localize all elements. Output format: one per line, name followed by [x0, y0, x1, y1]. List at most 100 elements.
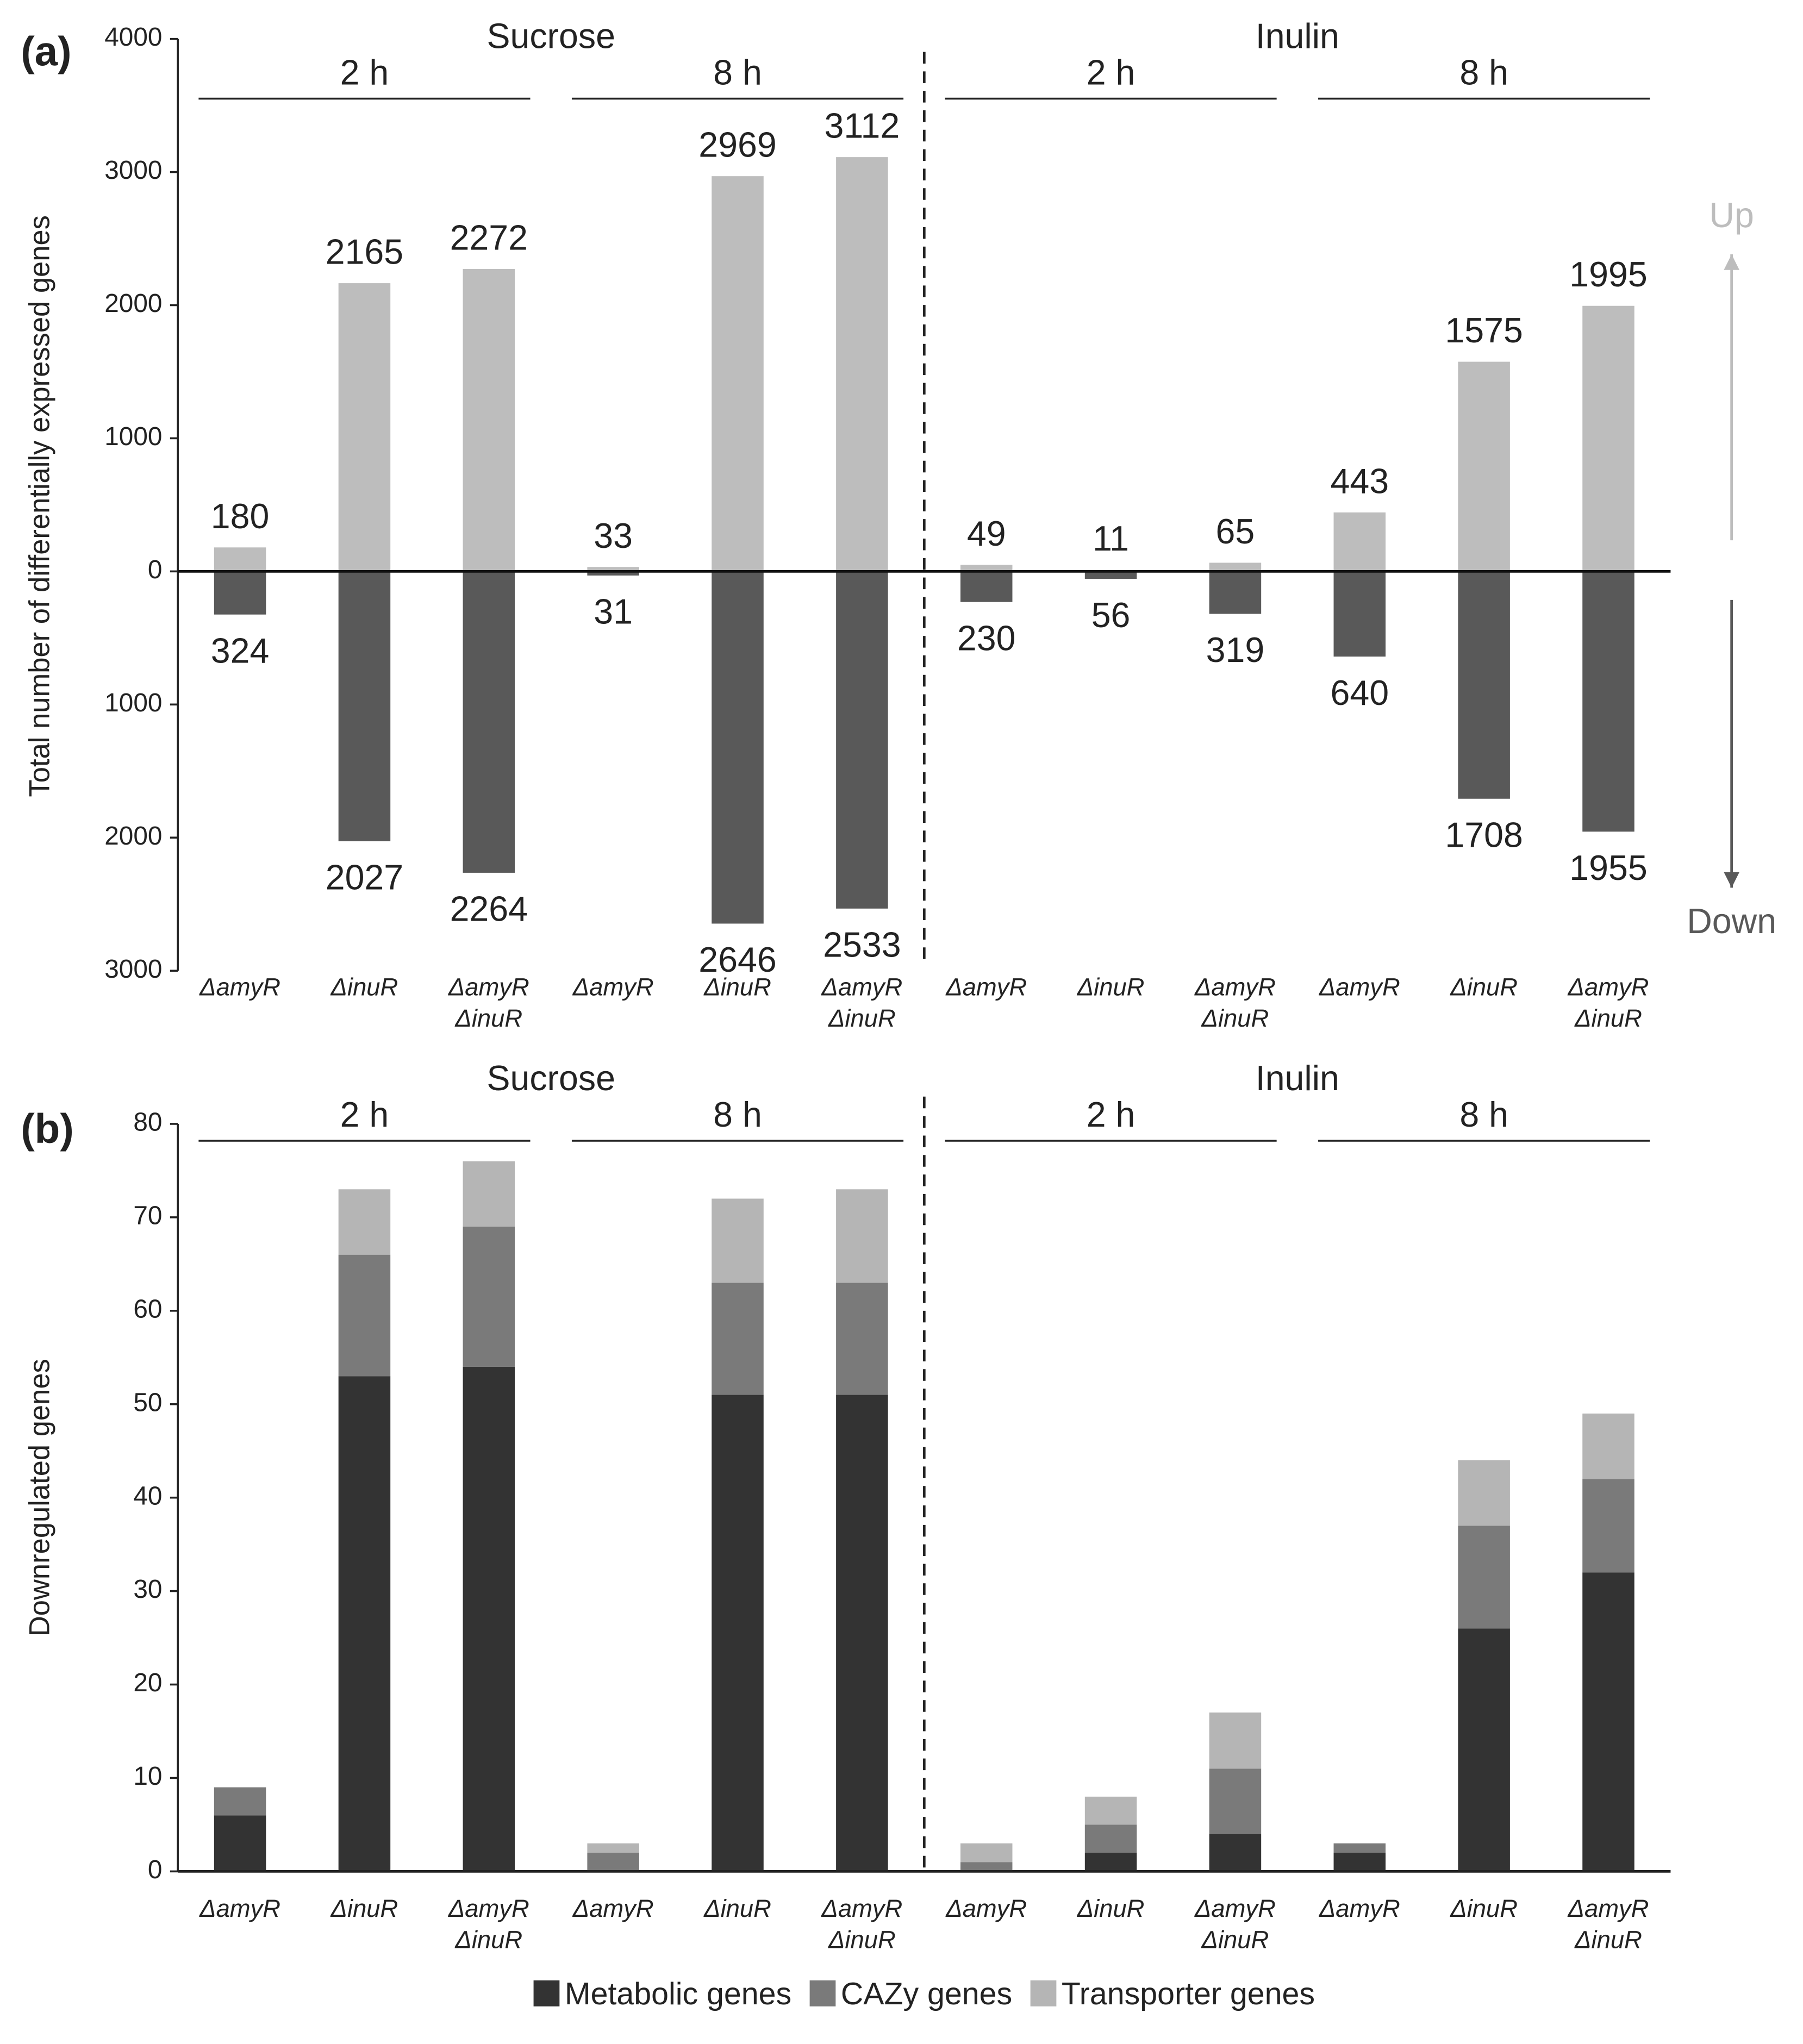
bar [1209, 562, 1262, 572]
bar [960, 565, 1013, 572]
data-label: 2533 [823, 925, 901, 964]
bar [836, 157, 888, 572]
bar-segment [1084, 1853, 1137, 1872]
x-tick-label: ΔamyR [821, 973, 902, 1001]
subgroup-label: 2 h [1087, 53, 1136, 92]
bar-segment [712, 1198, 764, 1283]
bar-segment [1333, 1843, 1386, 1853]
legend-swatch [809, 1980, 836, 2007]
data-label: 2969 [698, 126, 776, 165]
group-label: Sucrose [486, 17, 615, 56]
bar [587, 571, 639, 576]
x-tick-label: ΔamyR [448, 973, 529, 1001]
x-tick-label: ΔamyR [572, 1895, 654, 1922]
y-axis-label: Total number of differentially expressed… [23, 215, 55, 797]
bar-segment [338, 1189, 391, 1255]
bar-segment [1458, 1526, 1510, 1629]
data-label: 33 [594, 516, 633, 555]
data-label: 65 [1216, 512, 1255, 551]
subgroup-label: 8 h [1459, 53, 1508, 92]
x-tick-label: ΔamyR [1319, 973, 1400, 1001]
panel-label: (b) [21, 1105, 74, 1152]
bar-segment [1209, 1712, 1262, 1769]
bar-segment [1084, 1796, 1137, 1825]
legend-arrowhead [1724, 872, 1739, 888]
group-label: Sucrose [486, 1059, 615, 1098]
bar-segment [1582, 1572, 1634, 1872]
x-tick-label: ΔinuR [703, 973, 771, 1001]
data-label: 1708 [1445, 815, 1523, 854]
bar-segment [712, 1395, 764, 1872]
x-tick-label: ΔinuR [330, 1895, 398, 1922]
x-tick-label: ΔinuR [454, 1926, 522, 1953]
y-tick-label: 80 [133, 1108, 162, 1137]
bar [1582, 571, 1634, 832]
bar [338, 283, 391, 572]
data-label: 56 [1091, 596, 1131, 635]
x-tick-label: ΔinuR [1201, 1004, 1269, 1032]
group-label: Inulin [1256, 1059, 1339, 1098]
y-tick-label: 20 [133, 1668, 162, 1697]
x-tick-label: ΔamyR [448, 1895, 529, 1922]
panel-label: (a) [21, 28, 71, 74]
x-tick-label: ΔinuR [703, 1895, 771, 1922]
bar-segment [712, 1283, 764, 1395]
data-label: 2165 [326, 233, 403, 272]
y-tick-label: 1000 [104, 689, 162, 717]
data-label: 230 [957, 618, 1016, 658]
x-tick-label: ΔinuR [1077, 973, 1145, 1001]
subgroup-label: 2 h [340, 53, 389, 92]
y-tick-label: 4000 [104, 23, 162, 52]
y-tick-label: 50 [133, 1388, 162, 1417]
x-tick-label: ΔamyR [1194, 973, 1276, 1001]
bar [587, 567, 639, 572]
x-tick-label: ΔamyR [1568, 1895, 1649, 1922]
y-tick-label: 10 [133, 1762, 162, 1791]
y-tick-label: 40 [133, 1482, 162, 1510]
x-tick-label: ΔinuR [828, 1004, 896, 1032]
bar [1333, 512, 1386, 572]
y-tick-label: 0 [148, 1855, 163, 1884]
y-tick-label: 1000 [104, 422, 162, 451]
data-label: 3112 [825, 107, 900, 146]
bar-segment [1458, 1628, 1510, 1872]
legend-label: Transporter genes [1062, 1977, 1315, 2011]
data-label: 180 [211, 497, 270, 536]
subgroup-label: 2 h [1087, 1095, 1136, 1134]
x-tick-label: ΔinuR [1450, 1895, 1518, 1922]
y-tick-label: 30 [133, 1575, 162, 1604]
bar-segment [960, 1862, 1013, 1872]
x-tick-label: ΔamyR [199, 1895, 280, 1922]
data-label: 1995 [1569, 255, 1647, 294]
bar-segment [338, 1254, 391, 1377]
bar [338, 571, 391, 841]
bar-segment [1209, 1768, 1262, 1834]
bar-segment [960, 1843, 1013, 1862]
data-label: 1575 [1445, 311, 1523, 350]
bar [712, 176, 764, 572]
bar [1333, 571, 1386, 657]
bar-segment [463, 1227, 515, 1367]
x-tick-label: ΔamyR [1568, 973, 1649, 1001]
y-tick-label: 3000 [104, 156, 162, 185]
bar-segment [1209, 1834, 1262, 1872]
bar-segment [1458, 1460, 1510, 1526]
legend-arrowhead [1724, 254, 1739, 270]
bar [214, 547, 266, 572]
data-label: 11 [1093, 519, 1129, 558]
y-tick-label: 3000 [104, 955, 162, 984]
bar [1458, 571, 1510, 799]
legend-label: Up [1709, 196, 1754, 235]
data-label: 2272 [450, 218, 528, 257]
x-tick-label: ΔamyR [1194, 1895, 1276, 1922]
x-tick-label: ΔinuR [330, 973, 398, 1001]
y-tick-label: 70 [133, 1201, 162, 1230]
bar [214, 571, 266, 615]
bar-segment [836, 1189, 888, 1283]
bar [463, 571, 515, 873]
x-tick-label: ΔinuR [1574, 1926, 1642, 1953]
bar [712, 571, 764, 924]
data-label: 2027 [326, 858, 403, 897]
legend-label: Down [1687, 902, 1776, 941]
